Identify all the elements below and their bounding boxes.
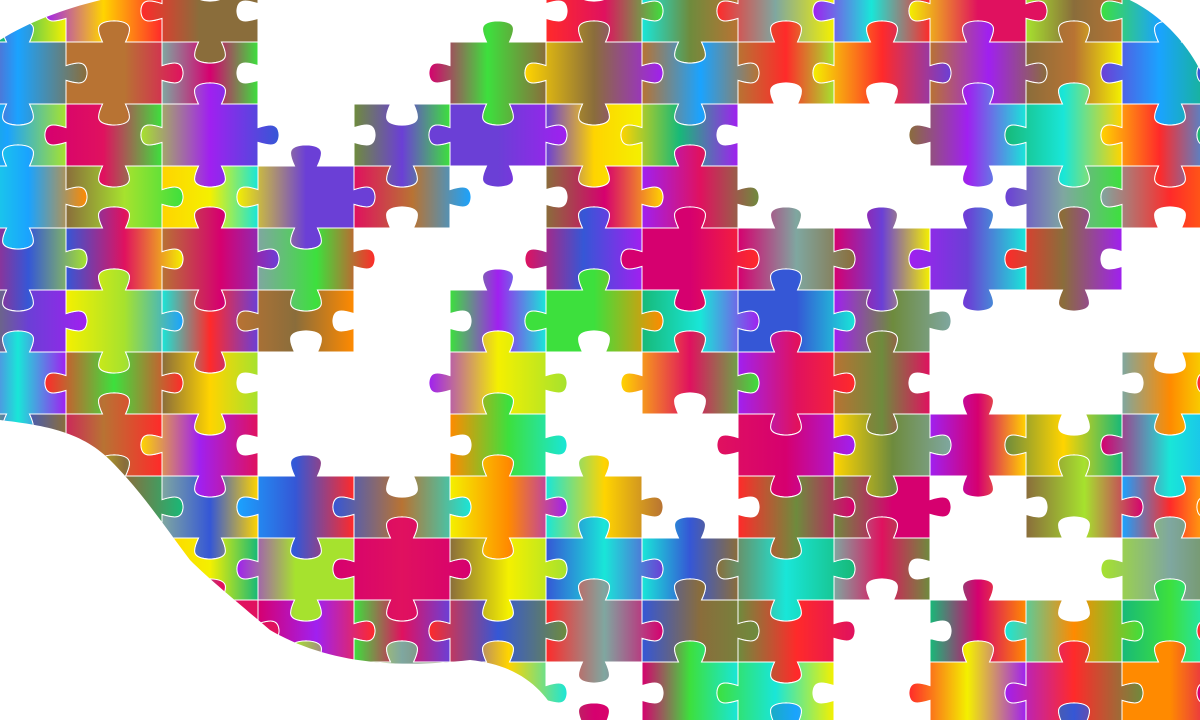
puzzle-piece — [0, 661, 88, 720]
puzzle-piece — [1100, 103, 1200, 188]
puzzle-piece — [1121, 578, 1200, 663]
puzzle-piece — [140, 640, 259, 720]
puzzle-piece — [353, 165, 472, 229]
puzzle-piece — [1121, 351, 1200, 436]
puzzle-piece — [1100, 516, 1200, 601]
puzzle-piece — [524, 702, 664, 720]
puzzle-piece — [65, 640, 163, 720]
puzzle-piece — [716, 661, 835, 720]
puzzle-piece — [1004, 702, 1144, 720]
puzzle-piece — [0, 599, 67, 684]
puzzle-piece — [641, 640, 739, 720]
puzzle-piece — [332, 702, 472, 720]
puzzle-piece — [1100, 413, 1200, 498]
puzzle-piece — [908, 640, 1027, 720]
puzzle-piece — [236, 289, 355, 353]
puzzle-piece — [1004, 640, 1144, 720]
puzzle-piece — [1121, 475, 1200, 539]
puzzle-piece — [1121, 640, 1200, 720]
puzzle-piece — [0, 454, 88, 539]
puzzle-piece — [1004, 206, 1123, 312]
puzzle-piece — [140, 702, 259, 720]
puzzle-piece — [1100, 165, 1200, 229]
puzzle-piece — [737, 702, 856, 720]
puzzle-piece — [0, 413, 67, 477]
puzzle-piece — [236, 702, 355, 720]
